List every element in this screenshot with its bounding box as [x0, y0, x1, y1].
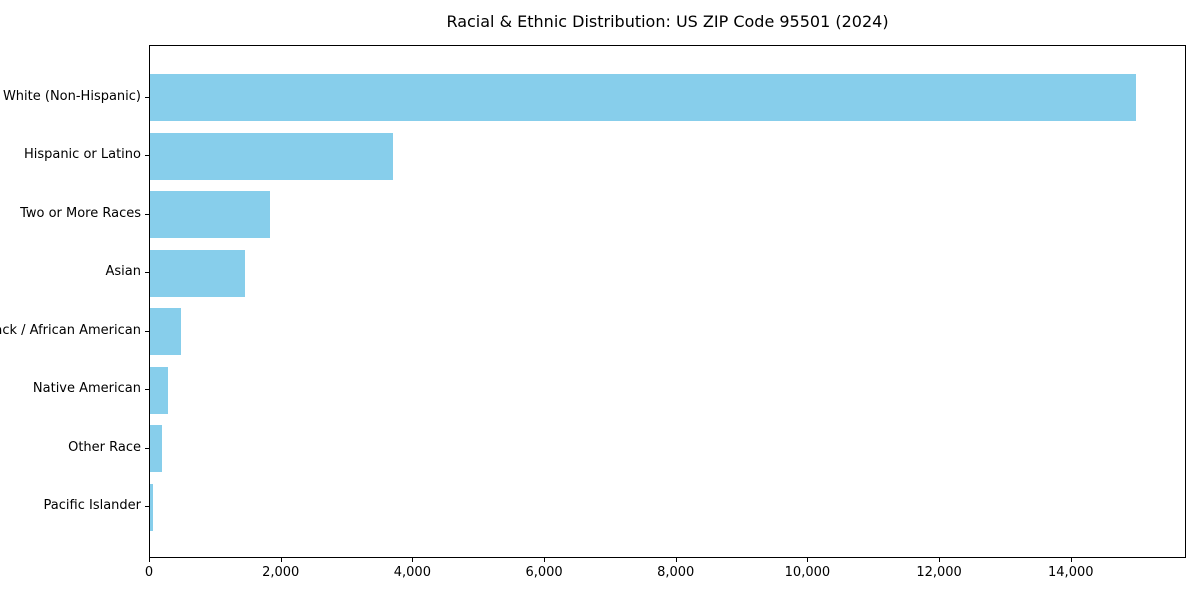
y-axis-tick — [145, 272, 149, 274]
x-axis-tick-label: 6,000 — [525, 565, 563, 580]
plot-area — [149, 45, 1186, 558]
x-axis-tick-label: 12,000 — [916, 565, 962, 580]
x-axis-tick — [544, 558, 546, 562]
x-axis-tick — [1070, 558, 1072, 562]
y-axis-tick — [145, 506, 149, 508]
chart-title: Racial & Ethnic Distribution: US ZIP Cod… — [446, 12, 889, 31]
bar-other-race — [150, 425, 162, 473]
y-axis-label: Pacific Islander — [43, 498, 141, 514]
x-axis-tick — [412, 558, 414, 562]
x-axis-tick-label: 8,000 — [657, 565, 695, 580]
x-axis-tick-label: 4,000 — [393, 565, 431, 580]
y-axis-tick — [145, 330, 149, 332]
bar-pacific-islander — [150, 483, 154, 531]
bar-hispanic-or-latino — [150, 132, 394, 180]
y-axis-tick — [145, 213, 149, 215]
bar-black-african-american — [150, 308, 181, 356]
y-axis-label: Two or More Races — [20, 205, 141, 221]
bar-asian — [150, 249, 246, 297]
y-axis-label: Black / African American — [0, 322, 141, 338]
x-axis-tick-label: 2,000 — [262, 565, 300, 580]
bar-white-non-hispanic — [150, 74, 1136, 122]
y-axis-tick — [145, 96, 149, 98]
x-axis-tick-label: 14,000 — [1048, 565, 1094, 580]
x-axis-tick — [939, 558, 941, 562]
bar-native-american — [150, 366, 169, 414]
y-axis-tick — [145, 389, 149, 391]
y-axis-label: Other Race — [68, 439, 141, 455]
x-axis-tick — [280, 558, 282, 562]
x-axis-tick — [807, 558, 809, 562]
y-axis-label: Asian — [105, 264, 141, 280]
bar-two-or-more-races — [150, 191, 271, 239]
y-axis-label: White (Non-Hispanic) — [2, 88, 141, 104]
x-axis-tick — [675, 558, 677, 562]
x-axis-tick-label: 10,000 — [784, 565, 831, 580]
y-axis-label: Hispanic or Latino — [23, 147, 141, 163]
x-axis-tick-label: 0 — [144, 565, 154, 580]
x-axis-tick — [149, 558, 150, 562]
y-axis-label: Native American — [32, 381, 141, 397]
y-axis-tick — [145, 155, 149, 157]
y-axis-tick — [145, 447, 149, 449]
